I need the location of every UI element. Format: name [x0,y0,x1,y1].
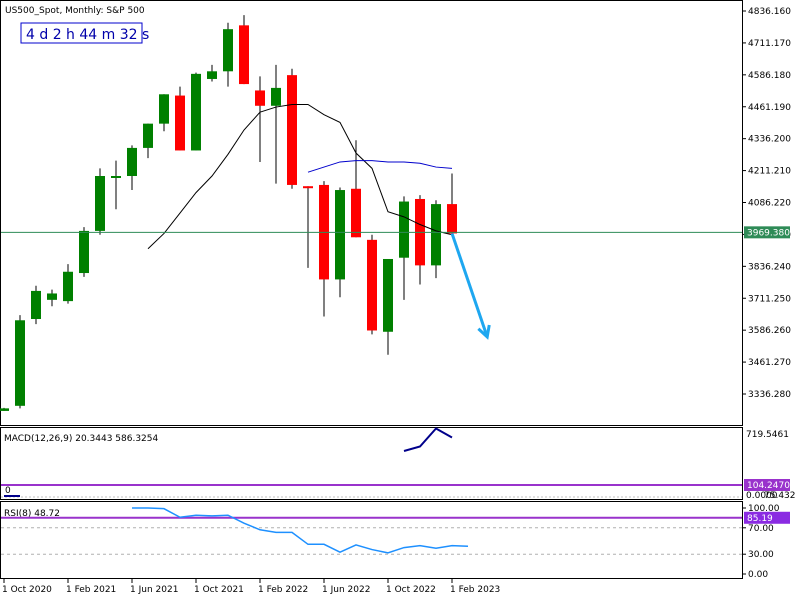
upper-line-layer [307,160,453,173]
rsi-tick-label: 30.00 [748,550,774,560]
candles-layer [0,15,457,411]
upper-band-line [307,160,453,173]
macd-axis-top: 719.5461 [746,430,789,440]
candle-body [63,271,73,302]
current-price-tag [744,226,790,239]
macd-zero-label: 0 [5,486,11,496]
candle-body [0,408,9,411]
macd-level-value: 104.2470 [747,481,790,491]
candle-body [383,258,393,332]
candle-body [143,123,153,148]
time-tick-label: 1 Feb 2022 [258,585,308,595]
macd-level-tag [744,479,790,491]
candle-body [335,190,345,280]
rsi-line [132,507,469,554]
time-tick-label: 1 Jun 2021 [130,585,178,595]
candle-body [127,147,137,176]
current-price-label: 3969.380 [747,228,790,238]
candle-body [191,73,201,151]
forecast-arrow [450,232,491,340]
candle-body [95,175,105,231]
candle-body [47,293,57,300]
candle-body [31,290,41,319]
time-tick-label: 1 Oct 2021 [194,585,244,595]
time-axis: 1 Oct 2020 1 Feb 2021 1 Jun 2021 1 Oct 2021… [2,579,500,595]
candle-body [431,204,441,266]
price-tick-label: 4211.210 [748,167,791,177]
countdown-timer: 4 d 2 h 44 m 32 s [26,27,149,43]
price-tick-label: 4336.200 [748,135,791,145]
candle-body [447,204,457,234]
rsi-tick-label: 100.00 [748,504,780,514]
candle-body [239,25,249,85]
price-axis: 4836.160 4711.170 4586.180 4461.190 4336.200… [742,7,791,400]
macd-axis-bottom-left: 0.0000 [746,491,778,501]
time-tick-label: 1 Feb 2023 [450,585,500,595]
price-tick-label: 3586.260 [748,326,791,336]
price-tick-label: 4461.190 [748,103,791,113]
time-tick-label: 1 Jun 2022 [322,585,370,595]
countdown-timer-box [20,22,143,44]
forecast-arrow-shaft [450,232,489,338]
macd-label: MACD(12,26,9) 20.3443 586.3254 [4,434,159,444]
candle-body [207,71,217,79]
time-tick-label: 1 Oct 2020 [2,585,52,595]
macd-axis-bottom-right: 75.432 [764,491,796,501]
price-tick-label: 4586.180 [748,71,791,81]
macd-main-line [403,427,453,452]
rsi-level-tag [744,511,790,524]
moving-average-line [147,104,453,250]
main-pane[interactable] [0,0,743,426]
candle-body [79,230,89,274]
candle-body [15,320,25,406]
price-tick-label: 3461.270 [748,358,791,368]
candle-body [111,175,121,178]
candle-body [351,188,361,238]
price-tick-label: 3336.280 [748,390,791,400]
price-tick-label: 3836.240 [748,262,791,272]
candle-body [303,186,313,189]
price-tick-label: 3711.250 [748,294,791,304]
moving-average-layer [147,104,453,250]
macd-pane[interactable] [0,427,743,500]
rsi-axis: 100.00 70.00 30.00 0.00 [1,504,780,580]
candle-body [287,75,297,185]
rsi-level-value: 85.19 [747,514,773,524]
rsi-label: RSI(8) 48.72 [4,509,60,519]
price-tick-label: 4086.220 [748,199,791,209]
rsi-tick-label: 0.00 [748,570,768,580]
time-tick-label: 1 Oct 2022 [386,585,436,595]
candle-body [271,87,281,106]
candle-body [399,201,409,258]
chart-title: US500_Spot, Monthly: S&P 500 [5,6,145,16]
candle-body [367,239,377,331]
time-tick-label: 1 Feb 2021 [66,585,116,595]
rsi-tick-label: 70.00 [748,524,774,534]
rsi-pane[interactable] [0,501,743,579]
forecast-arrow-head [477,324,491,340]
candle-body [159,94,169,124]
price-tick-label: 4711.170 [748,39,791,49]
candle-body [175,95,185,151]
price-tick-label: 4836.160 [748,7,791,17]
candle-body [223,29,233,72]
candle-body [255,90,265,106]
